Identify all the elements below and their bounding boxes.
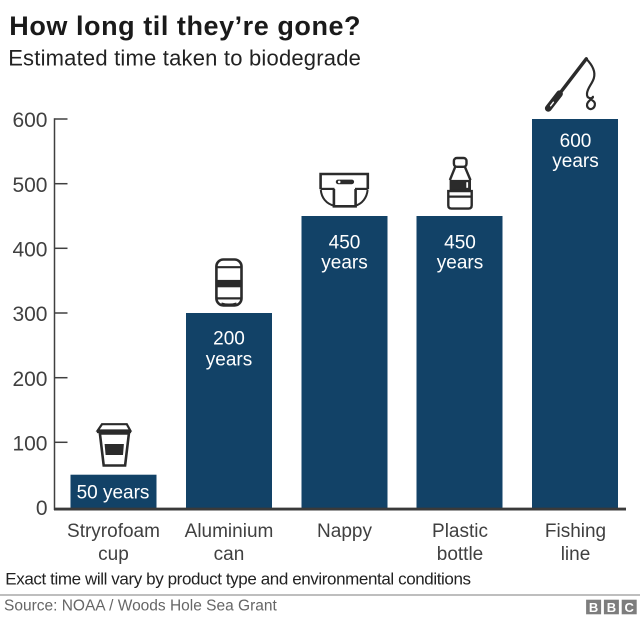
- svg-text:C: C: [625, 600, 635, 615]
- svg-text:200: 200: [213, 329, 245, 350]
- svg-text:can: can: [214, 544, 245, 565]
- svg-text:line: line: [561, 544, 591, 565]
- svg-text:years: years: [321, 253, 367, 274]
- svg-text:Estimated time taken to biodeg: Estimated time taken to biodegrade: [8, 45, 361, 70]
- svg-text:600: 600: [12, 109, 47, 132]
- svg-text:100: 100: [12, 433, 47, 456]
- svg-text:Exact time will vary by produc: Exact time will vary by product type and…: [5, 570, 470, 589]
- svg-text:Fishing: Fishing: [545, 521, 606, 542]
- svg-text:600: 600: [560, 131, 592, 152]
- svg-text:Source: NOAA / Woods Hole Sea: Source: NOAA / Woods Hole Sea Grant: [4, 598, 278, 615]
- svg-text:B: B: [607, 600, 616, 615]
- svg-text:500: 500: [12, 174, 47, 197]
- svg-text:years: years: [206, 349, 252, 370]
- svg-text:Aluminium: Aluminium: [185, 521, 274, 542]
- svg-text:400: 400: [12, 239, 47, 262]
- svg-text:B: B: [589, 600, 598, 615]
- svg-text:years: years: [552, 151, 598, 172]
- svg-text:Stryrofoam: Stryrofoam: [67, 521, 160, 542]
- svg-text:200: 200: [12, 368, 47, 391]
- svg-text:450: 450: [444, 232, 476, 253]
- svg-text:300: 300: [12, 303, 47, 326]
- svg-text:years: years: [437, 253, 483, 274]
- svg-text:How long til they’re gone?: How long til they’re gone?: [9, 11, 361, 41]
- svg-text:0: 0: [36, 497, 48, 520]
- svg-text:450: 450: [329, 232, 361, 253]
- svg-text:50 years: 50 years: [77, 483, 150, 504]
- svg-text:Plastic: Plastic: [432, 521, 488, 542]
- svg-text:bottle: bottle: [437, 544, 483, 565]
- svg-text:cup: cup: [98, 544, 129, 565]
- svg-text:Nappy: Nappy: [317, 521, 372, 542]
